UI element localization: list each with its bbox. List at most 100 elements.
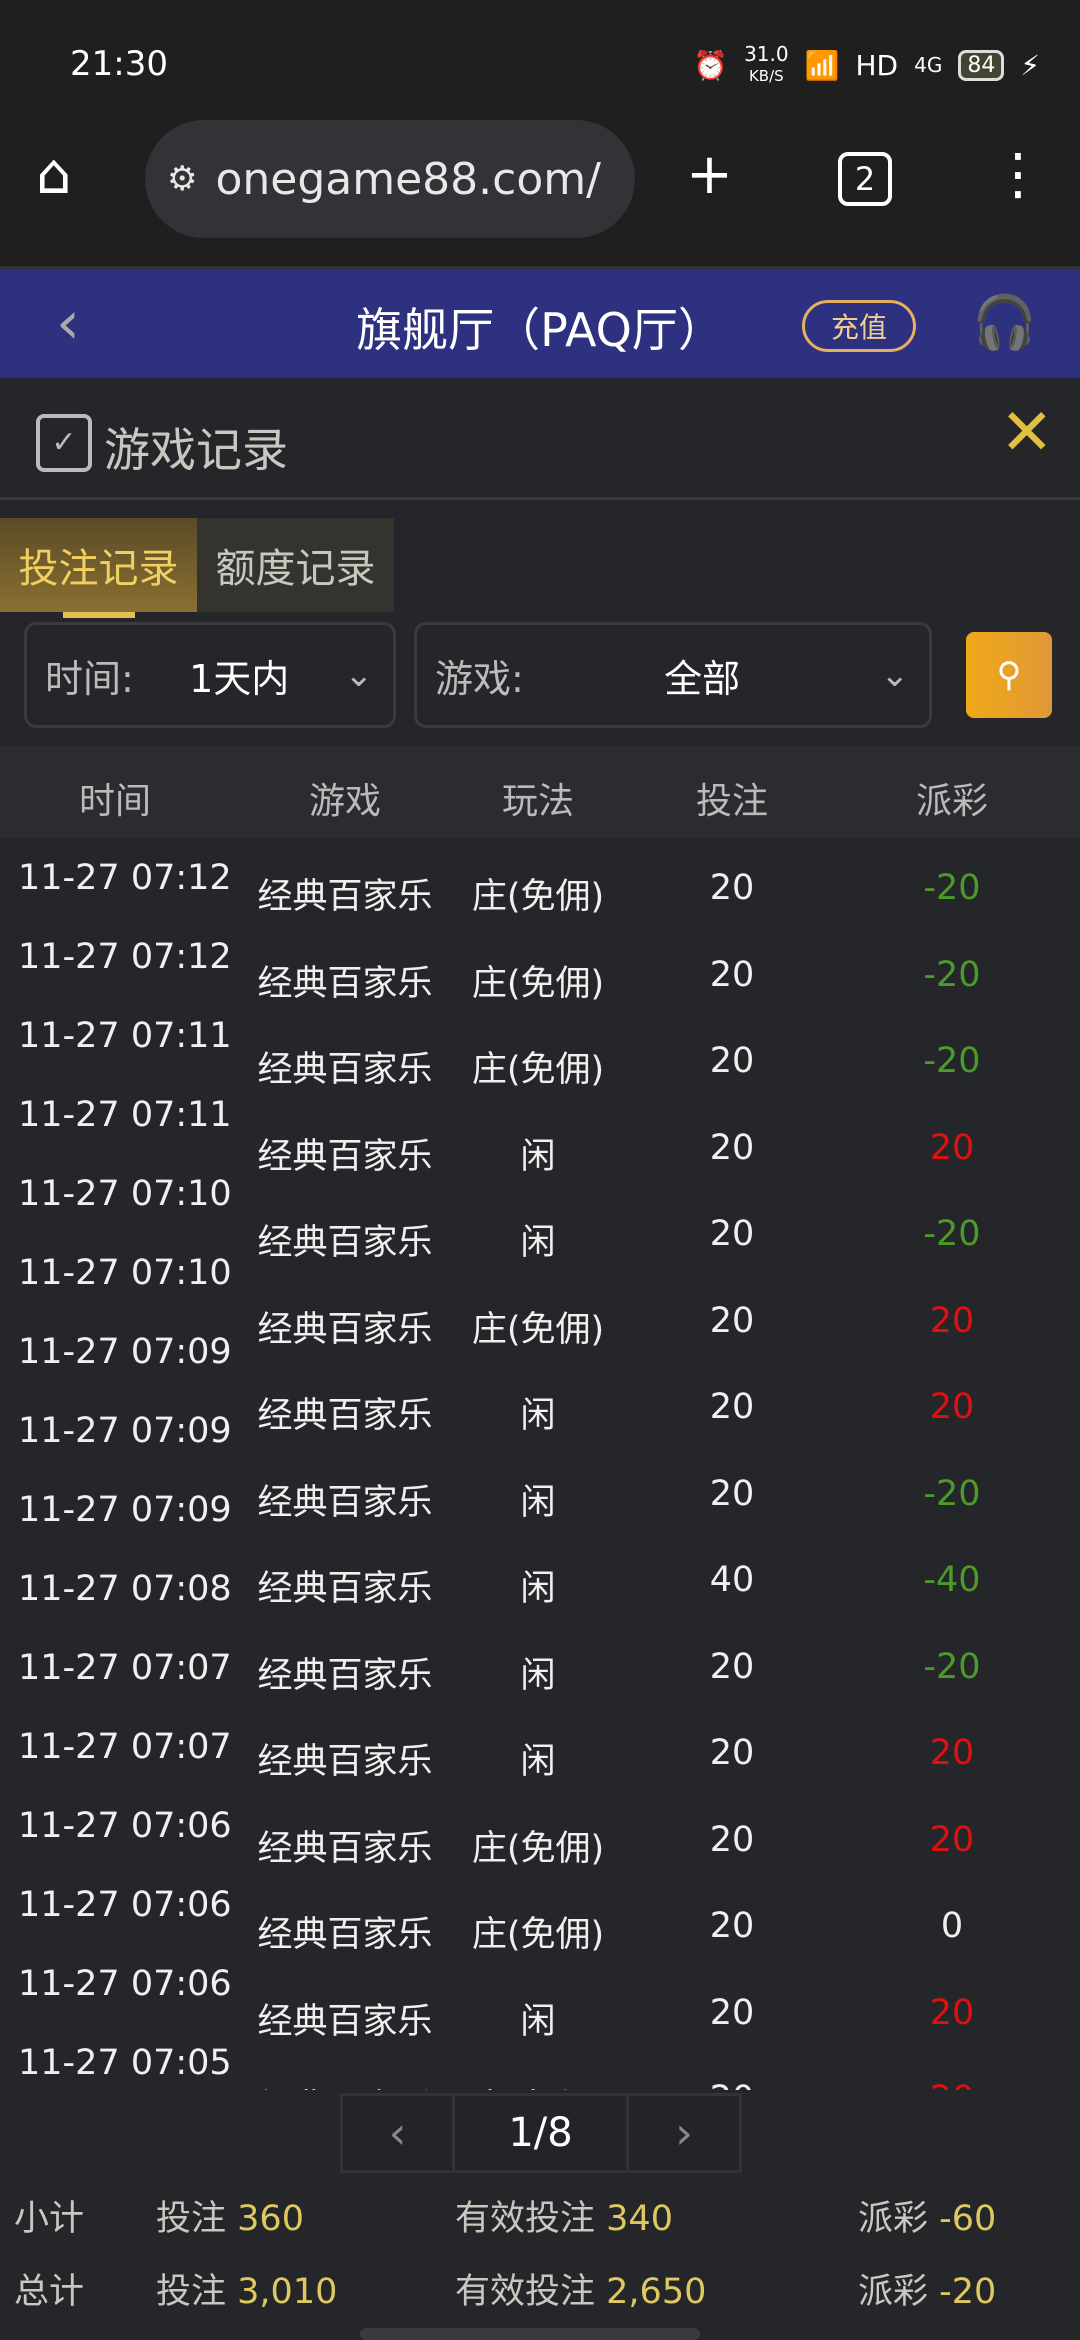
active-tab-indicator <box>63 612 135 618</box>
row-game: 经典百家乐 <box>257 877 433 917</box>
game-filter-value: 全部 <box>664 656 741 701</box>
game-filter-select[interactable]: 游戏: 全部 ⌄ <box>414 622 932 728</box>
row-play: 闲 <box>520 1569 556 1609</box>
row-bet: 20 <box>709 1300 755 1341</box>
row-payout: 0 <box>940 1906 964 1946</box>
row-play: 闲 <box>520 1482 556 1523</box>
site-settings-icon[interactable]: ⚙ <box>167 159 198 199</box>
recharge-button[interactable]: 充值 <box>802 300 916 352</box>
row-bet: 20 <box>709 1041 755 1081</box>
new-tab-icon[interactable]: + <box>686 142 733 207</box>
close-icon[interactable]: ✕ <box>1000 396 1054 470</box>
row-time: 11-27 07:05 <box>18 2043 232 2083</box>
row-play: 闲 <box>520 1136 556 1177</box>
tab-credit-records[interactable]: 额度记录 <box>197 518 394 612</box>
charging-icon: ⚡ <box>1020 48 1040 82</box>
page-indicator: 1/8 <box>455 2096 629 2170</box>
row-time: 11-27 07:09 <box>18 1411 232 1451</box>
chevron-down-icon: ⌄ <box>344 655 374 695</box>
net-speed-value: 31.0 <box>744 42 789 66</box>
search-button[interactable]: ⚲ <box>966 632 1052 718</box>
subtotal-bet-value: 360 <box>237 2199 304 2239</box>
game-filter-label: 游戏: <box>435 656 524 701</box>
search-icon: ⚲ <box>996 655 1022 695</box>
row-play: 庄(免佣) <box>471 1828 605 1869</box>
table-row[interactable]: 经典百家乐 闲 20 -20 <box>0 1214 1080 1300</box>
table-row[interactable]: 经典百家乐 闲 20 -20 <box>0 1474 1080 1560</box>
more-menu-icon[interactable]: ⋮ <box>990 142 1046 207</box>
row-time: 11-27 07:08 <box>18 1569 232 1609</box>
table-row[interactable]: 经典百家乐 闲 20 -20 <box>0 1647 1080 1733</box>
row-game: 经典百家乐 <box>257 1050 433 1090</box>
subtotal-bet: 投注 360 <box>156 2190 304 2241</box>
row-payout: 20 <box>930 2079 975 2090</box>
row-game: 经典百家乐 <box>257 1482 433 1523</box>
table-row[interactable]: 经典百家乐 庄(免佣) 20 -20 <box>0 1041 1080 1127</box>
clock: 21:30 <box>70 44 168 84</box>
clipboard-check-icon: ✓ <box>36 414 92 472</box>
row-play: 闲 <box>520 1655 556 1696</box>
row-bet: 20 <box>709 1733 755 1773</box>
tab-switcher-button[interactable]: 2 <box>838 152 892 206</box>
row-time: 11-27 07:07 <box>18 1648 232 1688</box>
row-payout: -20 <box>923 1473 981 1514</box>
row-bet: 20 <box>709 1473 755 1514</box>
status-bar: 21:30 ⏰ 31.0 KB/S 📶 HD 4G 84 ⚡ <box>0 0 1080 130</box>
table-header: 时间 游戏 玩法 投注 派彩 <box>0 746 1080 838</box>
row-play: 闲 <box>520 1223 556 1263</box>
row-game: 经典百家乐 <box>257 1655 433 1696</box>
row-bet: 20 <box>709 1992 755 2033</box>
column-header-time: 时间 <box>78 781 152 822</box>
records-titlebar: ✓ 游戏记录 ✕ <box>0 378 1080 500</box>
back-icon[interactable]: ‹ <box>56 288 80 358</box>
total-bet: 投注 3,010 <box>156 2263 337 2314</box>
row-time: 11-27 07:11 <box>18 1095 232 1135</box>
wifi-icon: 📶 <box>804 48 840 82</box>
table-row[interactable]: 经典百家乐 庄(免佣) 20 -20 <box>0 868 1080 954</box>
row-payout: 20 <box>929 1819 975 1860</box>
row-game: 经典百家乐 <box>257 1309 433 1350</box>
row-time: 11-27 07:06 <box>18 1885 232 1925</box>
table-row[interactable]: 经典百家乐 闲 20 20 <box>0 1733 1080 1819</box>
subtotal-valid: 有效投注 340 <box>455 2190 673 2241</box>
row-bet: 20 <box>709 1127 755 1168</box>
row-payout: 20 <box>929 1992 975 2033</box>
row-time: 11-27 07:10 <box>18 1174 232 1214</box>
column-header-play: 玩法 <box>501 781 575 822</box>
table-row[interactable]: 经典百家乐 闲 20 20 <box>0 1993 1080 2079</box>
column-header-game: 游戏 <box>308 781 382 822</box>
time-filter-value: 1天内 <box>189 656 290 701</box>
row-bet: 20 <box>709 954 755 995</box>
row-game: 经典百家乐 <box>257 2001 433 2042</box>
row-bet: 20 <box>709 1906 755 1946</box>
time-filter-select[interactable]: 时间: 1天内 ⌄ <box>24 622 396 728</box>
table-row[interactable]: 经典百家乐 闲 20 20 <box>0 1387 1080 1473</box>
alarm-icon: ⏰ <box>693 48 729 82</box>
row-play: 庄(免佣) <box>471 877 605 917</box>
row-game: 经典百家乐 <box>257 1223 433 1263</box>
home-indicator[interactable] <box>360 2328 700 2340</box>
tab-bet-records[interactable]: 投注记录 <box>0 518 197 612</box>
total-valid-value: 2,650 <box>606 2272 707 2312</box>
table-row[interactable]: 经典百家乐 闲 40 -40 <box>0 1560 1080 1646</box>
table-row[interactable]: 经典百家乐 庄(免佣) 20 0 <box>0 1906 1080 1992</box>
table-row[interactable]: 经典百家乐 庄(免佣) 20 -20 <box>0 955 1080 1041</box>
row-payout: -20 <box>923 1041 981 1081</box>
row-payout: 20 <box>929 1733 975 1773</box>
customer-service-icon[interactable]: 🎧 <box>972 293 1037 353</box>
row-play: 庄(免佣) <box>471 1050 605 1090</box>
table-row[interactable]: 经典百家乐 闲 20 20 <box>0 1128 1080 1214</box>
row-time: 11-27 07:11 <box>18 1016 232 1056</box>
next-page-button[interactable]: › <box>629 2096 739 2170</box>
pagination: ‹ 1/8 › <box>340 2093 742 2173</box>
prev-page-button[interactable]: ‹ <box>343 2096 455 2170</box>
total-bet-label: 投注 <box>156 2272 227 2312</box>
row-time: 11-27 07:09 <box>18 1490 232 1530</box>
home-icon[interactable]: ⌂ <box>36 142 72 207</box>
subtotal-label: 小计 <box>14 2199 85 2239</box>
address-bar[interactable]: ⚙ onegame88.com/ <box>145 120 635 238</box>
row-time: 11-27 07:07 <box>18 1727 232 1767</box>
